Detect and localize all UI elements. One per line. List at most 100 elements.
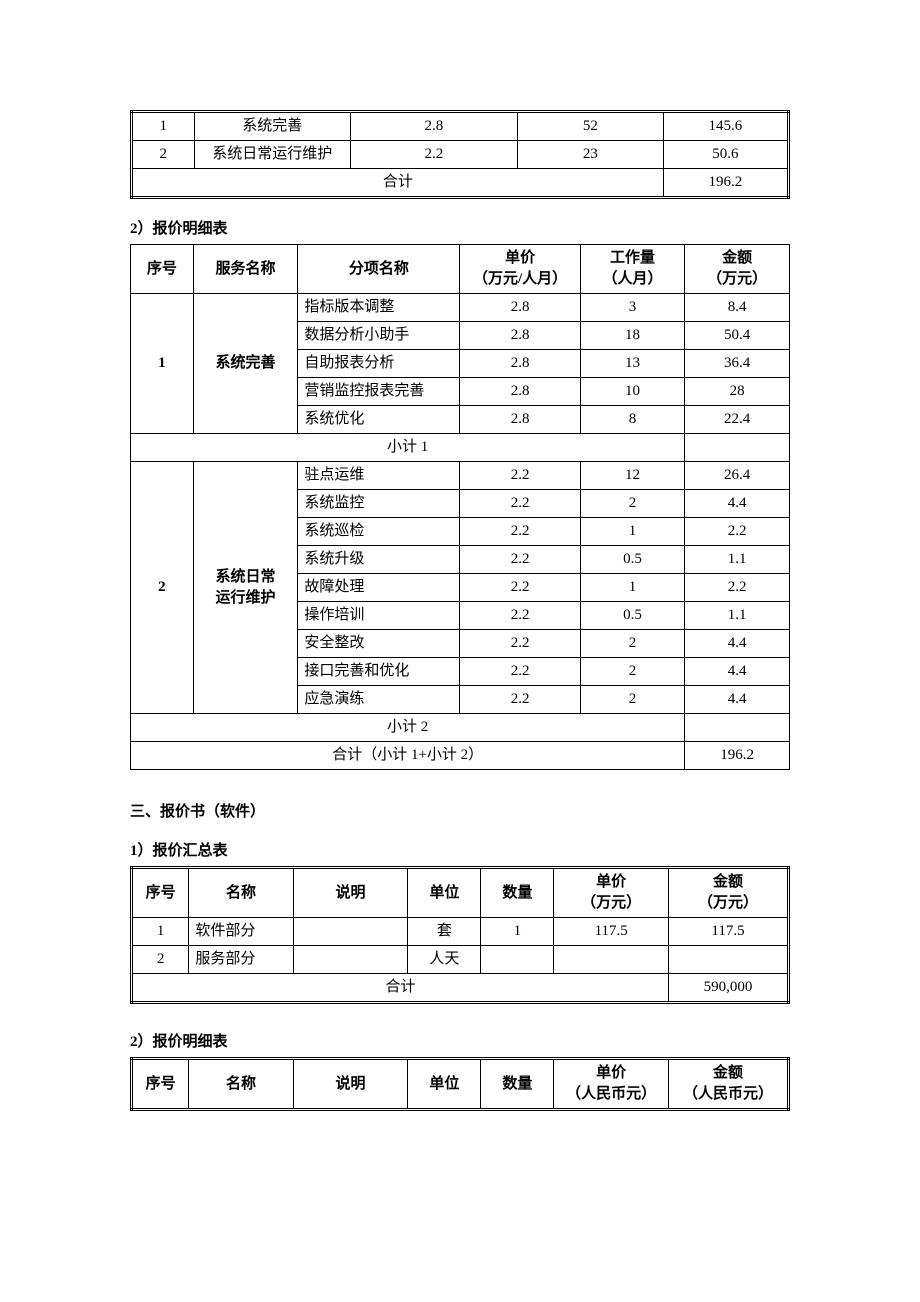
table-cell: 系统完善 xyxy=(193,294,298,434)
table-cell: 2.2 xyxy=(460,490,580,518)
table-cell: 工作量（人月） xyxy=(580,245,685,294)
table-row: 序号名称说明单位数量单价（万元）金额（万元） xyxy=(132,868,789,918)
table-cell: 套 xyxy=(408,918,481,946)
table-cell: 50.4 xyxy=(685,322,790,350)
table-cell: 数量 xyxy=(481,868,554,918)
table-row: 2系统日常运行维护驻点运维2.21226.4 xyxy=(131,462,790,490)
table-cell: 8.4 xyxy=(685,294,790,322)
table-cell: 数量 xyxy=(481,1059,554,1110)
table-cell: 13 xyxy=(580,350,685,378)
table-cell: 2.8 xyxy=(460,378,580,406)
table-cell: 8 xyxy=(580,406,685,434)
table-cell: 18 xyxy=(580,322,685,350)
table-cell xyxy=(293,918,408,946)
document-page: 1系统完善2.852145.62系统日常运行维护2.22350.6合计196.2… xyxy=(0,0,920,1302)
table-cell: 0.5 xyxy=(580,546,685,574)
table-cell: 22.4 xyxy=(685,406,790,434)
table-cell xyxy=(685,714,790,742)
table-cell: 单价（人民币元） xyxy=(554,1059,669,1110)
table-cell: 系统优化 xyxy=(298,406,460,434)
table-cell: 人天 xyxy=(408,946,481,974)
table-cell: 196.2 xyxy=(663,169,788,198)
table-cell: 服务部分 xyxy=(189,946,293,974)
table-cell: 系统监控 xyxy=(298,490,460,518)
detail-table-2: 序号名称说明单位数量单价（人民币元）金额（人民币元） xyxy=(130,1057,790,1111)
table-cell xyxy=(554,946,669,974)
table-cell: 0.5 xyxy=(580,602,685,630)
table-cell: 应急演练 xyxy=(298,686,460,714)
table-cell: 3 xyxy=(580,294,685,322)
table-row: 合计590,000 xyxy=(132,974,789,1003)
table-cell: 小计 2 xyxy=(131,714,685,742)
table-cell: 12 xyxy=(580,462,685,490)
table-cell: 26.4 xyxy=(685,462,790,490)
summary-table-1: 1系统完善2.852145.62系统日常运行维护2.22350.6合计196.2 xyxy=(130,110,790,199)
table-row: 小计 2 xyxy=(131,714,790,742)
table-cell: 145.6 xyxy=(663,112,788,141)
table-cell: 196.2 xyxy=(685,742,790,770)
table-row: 合计196.2 xyxy=(132,169,789,198)
table-cell: 2.2 xyxy=(460,546,580,574)
table-cell: 营销监控报表完善 xyxy=(298,378,460,406)
table-cell: 1 xyxy=(580,574,685,602)
table-cell: 2.8 xyxy=(460,406,580,434)
table-row: 1软件部分套1117.5117.5 xyxy=(132,918,789,946)
table-cell: 4.4 xyxy=(685,686,790,714)
table-cell: 2.2 xyxy=(460,602,580,630)
table-row: 序号服务名称分项名称单价（万元/人月）工作量（人月）金额（万元） xyxy=(131,245,790,294)
table-row: 序号名称说明单位数量单价（人民币元）金额（人民币元） xyxy=(132,1059,789,1110)
table-cell: 117.5 xyxy=(669,918,789,946)
table-cell: 2.2 xyxy=(460,518,580,546)
table-cell: 2.2 xyxy=(460,574,580,602)
table-cell: 117.5 xyxy=(554,918,669,946)
table-cell: 1 xyxy=(132,112,195,141)
table-cell: 说明 xyxy=(293,868,408,918)
table-row: 小计 1 xyxy=(131,434,790,462)
table-cell: 1 xyxy=(481,918,554,946)
table-cell: 系统日常运行维护 xyxy=(193,462,298,714)
table-cell: 1 xyxy=(132,918,189,946)
detail-table-1: 序号服务名称分项名称单价（万元/人月）工作量（人月）金额（万元）1系统完善指标版… xyxy=(130,244,790,770)
table-cell: 序号 xyxy=(132,1059,189,1110)
table-cell: 2.2 xyxy=(685,518,790,546)
table-cell: 590,000 xyxy=(669,974,789,1003)
table-cell: 单价（万元） xyxy=(554,868,669,918)
table-cell: 金额（万元） xyxy=(669,868,789,918)
table-cell: 2.2 xyxy=(460,686,580,714)
table-cell: 单价（万元/人月） xyxy=(460,245,580,294)
table-cell: 2.8 xyxy=(460,322,580,350)
table-cell: 名称 xyxy=(189,1059,293,1110)
table-cell: 2.2 xyxy=(460,630,580,658)
table-cell: 4.4 xyxy=(685,658,790,686)
table-row: 合计（小计 1+小计 2）196.2 xyxy=(131,742,790,770)
table-cell: 2 xyxy=(580,686,685,714)
table-row: 2系统日常运行维护2.22350.6 xyxy=(132,141,789,169)
table-cell: 系统完善 xyxy=(194,112,350,141)
summary-table-2: 序号名称说明单位数量单价（万元）金额（万元）1软件部分套1117.5117.52… xyxy=(130,866,790,1004)
table-cell xyxy=(481,946,554,974)
table-cell: 2.8 xyxy=(350,112,517,141)
table-cell: 2 xyxy=(580,490,685,518)
table-cell: 1.1 xyxy=(685,546,790,574)
table-cell: 驻点运维 xyxy=(298,462,460,490)
table-cell: 23 xyxy=(517,141,663,169)
table-cell: 安全整改 xyxy=(298,630,460,658)
table-cell: 单位 xyxy=(408,868,481,918)
heading-detail-1: 2）报价明细表 xyxy=(130,217,790,238)
table-cell: 1 xyxy=(580,518,685,546)
table-row: 1系统完善2.852145.6 xyxy=(132,112,789,141)
table-cell: 系统升级 xyxy=(298,546,460,574)
table-cell xyxy=(685,434,790,462)
table-cell: 分项名称 xyxy=(298,245,460,294)
table-cell: 金额（人民币元） xyxy=(669,1059,789,1110)
table-cell: 序号 xyxy=(131,245,194,294)
table-cell: 52 xyxy=(517,112,663,141)
table-cell: 2.8 xyxy=(460,350,580,378)
table-cell xyxy=(669,946,789,974)
table-cell: 1 xyxy=(131,294,194,434)
table-cell: 36.4 xyxy=(685,350,790,378)
table-cell: 2.2 xyxy=(460,462,580,490)
table-cell: 自助报表分析 xyxy=(298,350,460,378)
table-cell: 故障处理 xyxy=(298,574,460,602)
table-cell: 4.4 xyxy=(685,630,790,658)
